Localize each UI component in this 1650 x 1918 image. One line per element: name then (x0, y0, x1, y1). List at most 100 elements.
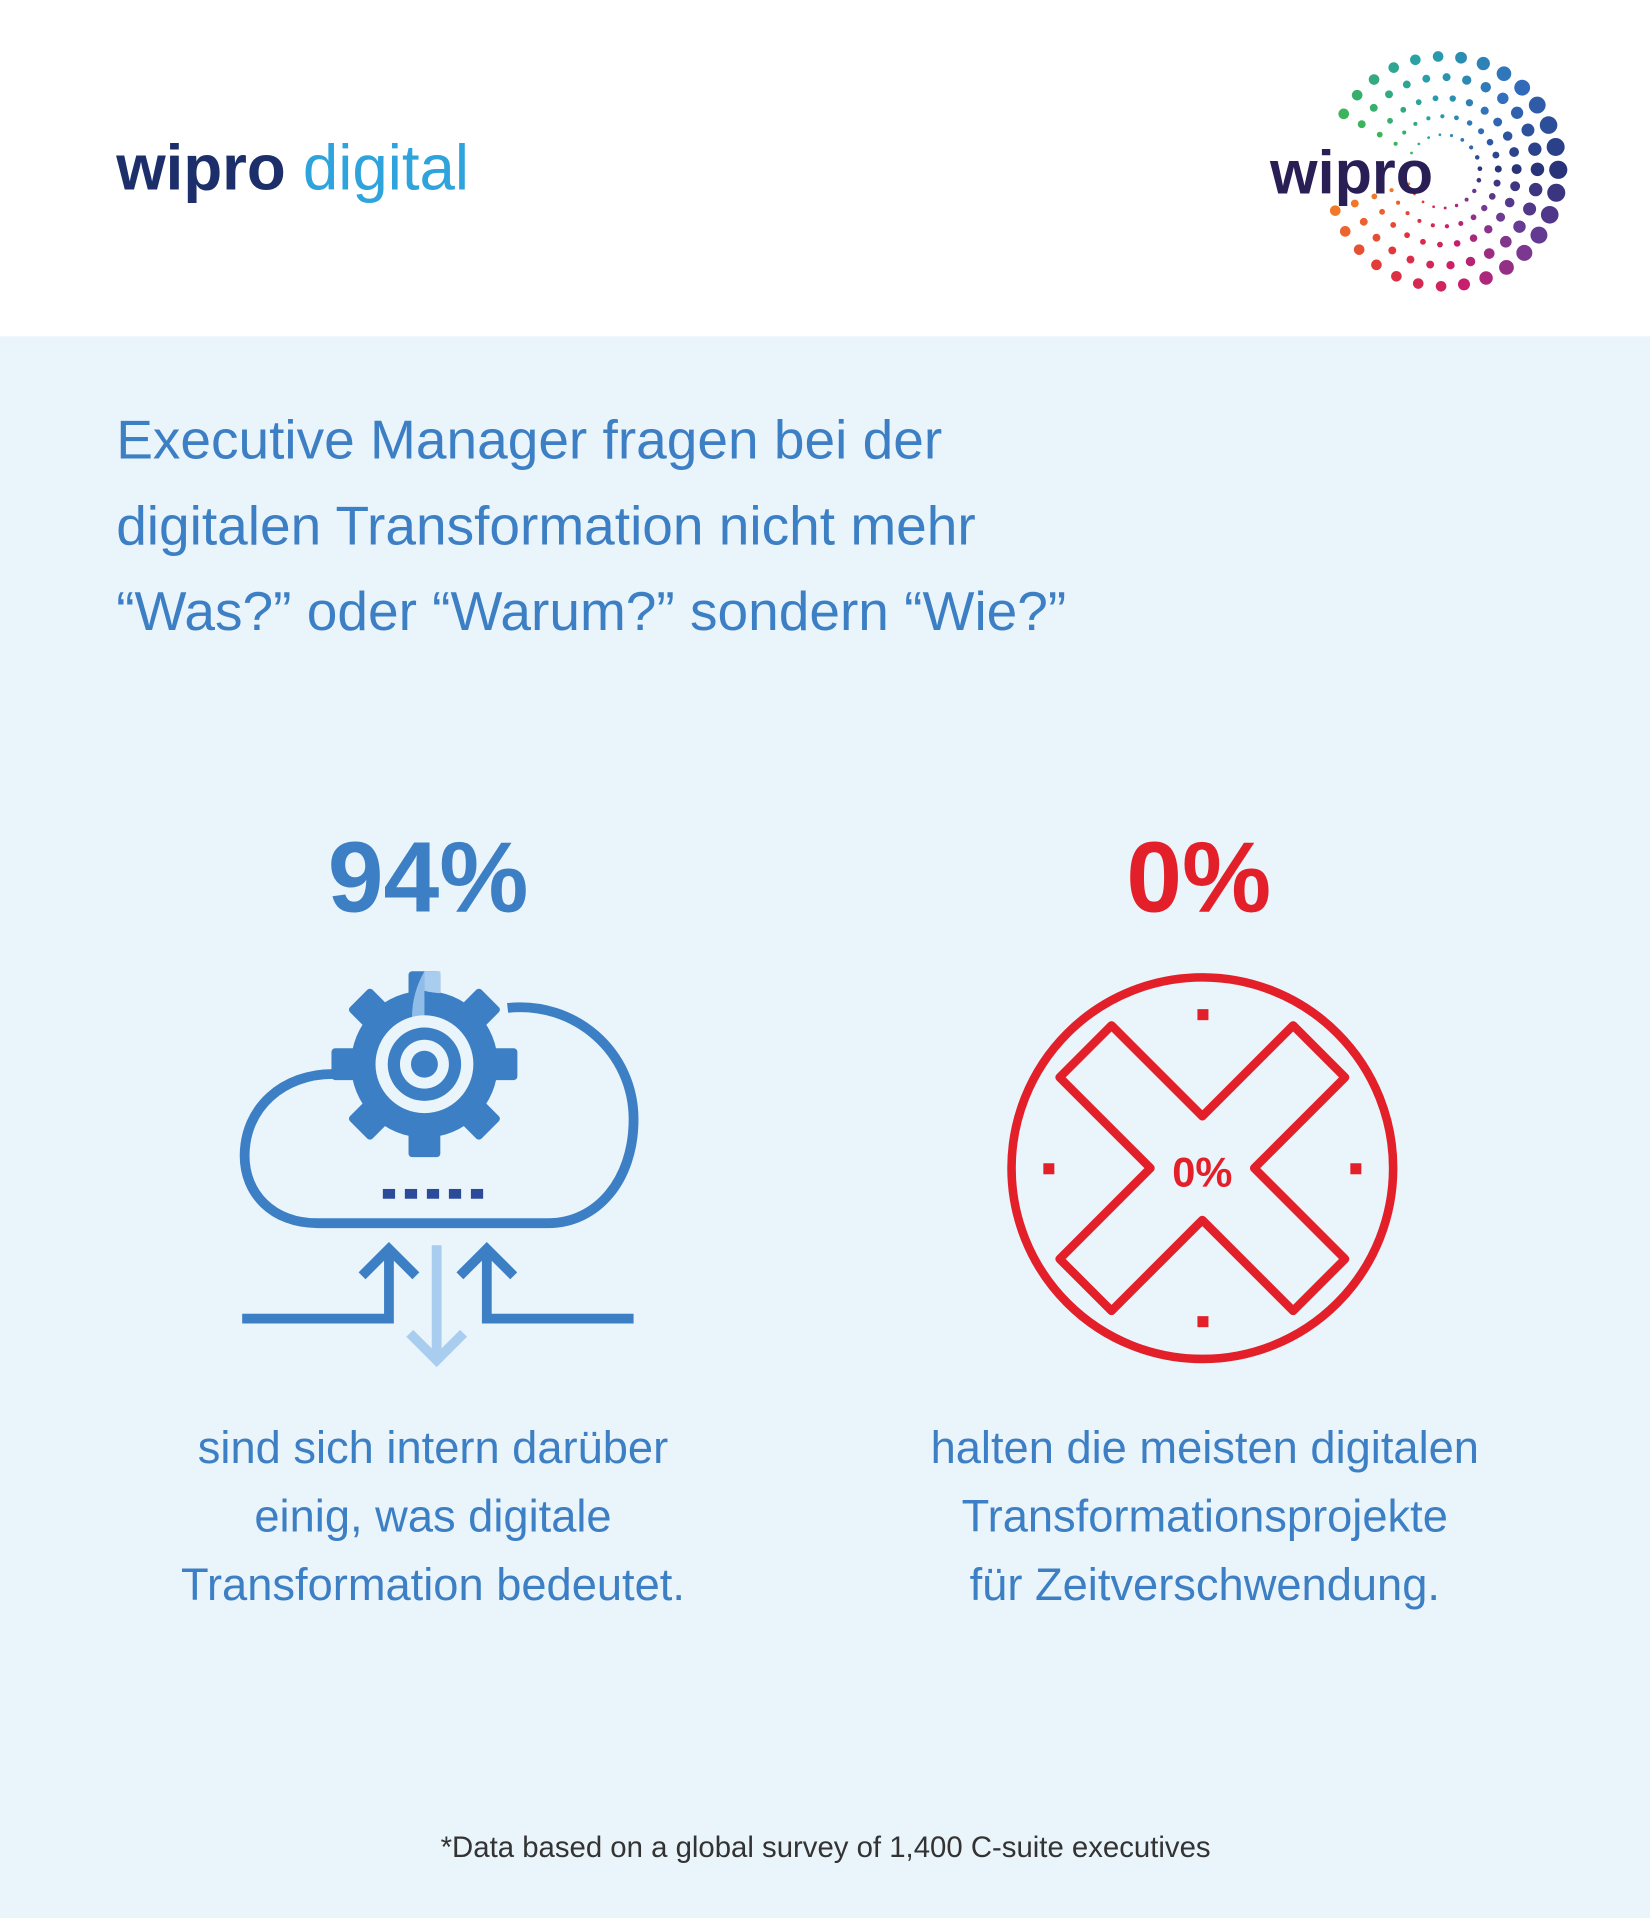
logo-dot (1444, 224, 1450, 229)
logo-dot (1413, 192, 1416, 196)
logo-dot (1493, 117, 1503, 127)
logo-dot (1469, 234, 1478, 242)
logo-dot (1427, 136, 1431, 140)
logo-dot (1376, 131, 1383, 138)
zero-icon: 0% (1007, 973, 1398, 1364)
logo-dot (1437, 241, 1443, 248)
cross (1055, 1021, 1350, 1316)
logo-dot (1432, 205, 1435, 209)
content-band (0, 336, 1650, 1918)
logo-dot (1426, 116, 1431, 121)
logo-dot (1432, 95, 1439, 102)
brand: wipro digital (115, 133, 469, 204)
stat-text-line: halten die meisten digitalen (931, 1422, 1479, 1473)
stat-value: 94% (328, 821, 529, 933)
logo-dot (1426, 260, 1435, 269)
logo-dot (1474, 155, 1480, 160)
logo-dot (1476, 177, 1482, 183)
logo-text: wipro (1269, 138, 1433, 206)
logo-dot (1412, 278, 1424, 289)
logo-dot (1546, 137, 1565, 156)
logo-dot (1540, 205, 1559, 224)
logo-dot (1454, 115, 1459, 121)
logo-dot (1530, 226, 1548, 244)
logo-dot (1513, 220, 1526, 233)
zero-circle (1007, 973, 1398, 1364)
logo-dot (1549, 160, 1568, 179)
logo-dot (1480, 82, 1491, 93)
arrow-up (456, 1241, 634, 1324)
logo-dot (1497, 92, 1509, 105)
logo-dot (1460, 138, 1465, 142)
headline-line: digitalen Transformation nicht mehr (116, 494, 976, 556)
logo-dot (1504, 197, 1515, 208)
logo-dot (1430, 223, 1435, 228)
logo-dot (1432, 51, 1444, 62)
logo-dot (1407, 182, 1411, 186)
logo-dot (1449, 95, 1456, 102)
logo-dot (1454, 203, 1459, 208)
logo-dot (1523, 202, 1537, 216)
logo-dot (1369, 103, 1378, 112)
stat-value: 0% (1126, 821, 1271, 933)
logo-dot (1514, 79, 1531, 96)
logo-dot (1339, 226, 1351, 237)
brand-name: wipro (115, 133, 286, 204)
logo-dot (1469, 145, 1474, 150)
headline: Executive Manager fragen bei der digital… (116, 409, 1066, 642)
logo-dot (1488, 193, 1496, 200)
logo-dot (1388, 62, 1400, 73)
headline-line: “Was?” oder “Warum?” sondern “Wie?” (116, 580, 1066, 642)
logo-dot (1509, 147, 1520, 157)
logo-dot (1417, 142, 1421, 146)
logo-dot (1499, 259, 1514, 275)
logo-dots (1329, 51, 1568, 292)
logo-dot (1405, 211, 1410, 216)
logo-dot (1466, 120, 1473, 126)
tick-marks (1043, 1009, 1362, 1328)
stat-text-line: Transformationsprojekte (962, 1490, 1448, 1541)
logo-dot (1338, 108, 1350, 120)
logo-dot (1371, 259, 1382, 271)
logo-dot (1420, 238, 1426, 245)
footnote: *Data based on a global survey of 1,400 … (441, 1831, 1211, 1864)
logo-dot (1410, 151, 1413, 155)
logo-dot (1465, 99, 1474, 107)
logo-dot (1530, 162, 1545, 177)
headline-line: Executive Manager fragen bei der (116, 409, 942, 471)
logo-dot (1413, 121, 1418, 126)
logo-dot (1516, 244, 1533, 261)
logo-dot (1486, 138, 1494, 146)
logo-dot (1511, 164, 1522, 175)
logo-dot (1393, 141, 1398, 146)
header-band (0, 0, 1650, 337)
logo-dot (1404, 232, 1410, 239)
logo-dot (1389, 188, 1394, 193)
logo-dot (1440, 114, 1445, 119)
logo-dot (1390, 222, 1397, 228)
logo-dot (1464, 197, 1469, 202)
logo-dot (1458, 220, 1464, 227)
logo-dot (1329, 205, 1341, 216)
stat-text-line: sind sich intern darüber (198, 1422, 668, 1473)
logo-dot (1470, 214, 1477, 221)
logo-dot (1477, 166, 1483, 172)
logo-dot (1353, 244, 1365, 255)
logo-dot (1402, 130, 1407, 135)
logo-dot (1494, 165, 1502, 173)
stat-text-line: einig, was digitale (254, 1490, 611, 1541)
logo-dot (1453, 240, 1461, 247)
stat-text-line: für Zeitverschwendung. (970, 1559, 1440, 1610)
logo-dot (1483, 248, 1495, 259)
logo-dot (1379, 208, 1385, 215)
logo-dot (1479, 271, 1493, 285)
logo-dot (1387, 117, 1393, 124)
logo-dot (1396, 200, 1401, 205)
logo-dot (1502, 131, 1513, 141)
arrow-down (406, 1245, 468, 1368)
gear (331, 971, 518, 1158)
logo-dot (1400, 106, 1407, 113)
icon-label: 0% (1172, 1149, 1232, 1196)
logo-dot (1528, 96, 1546, 114)
